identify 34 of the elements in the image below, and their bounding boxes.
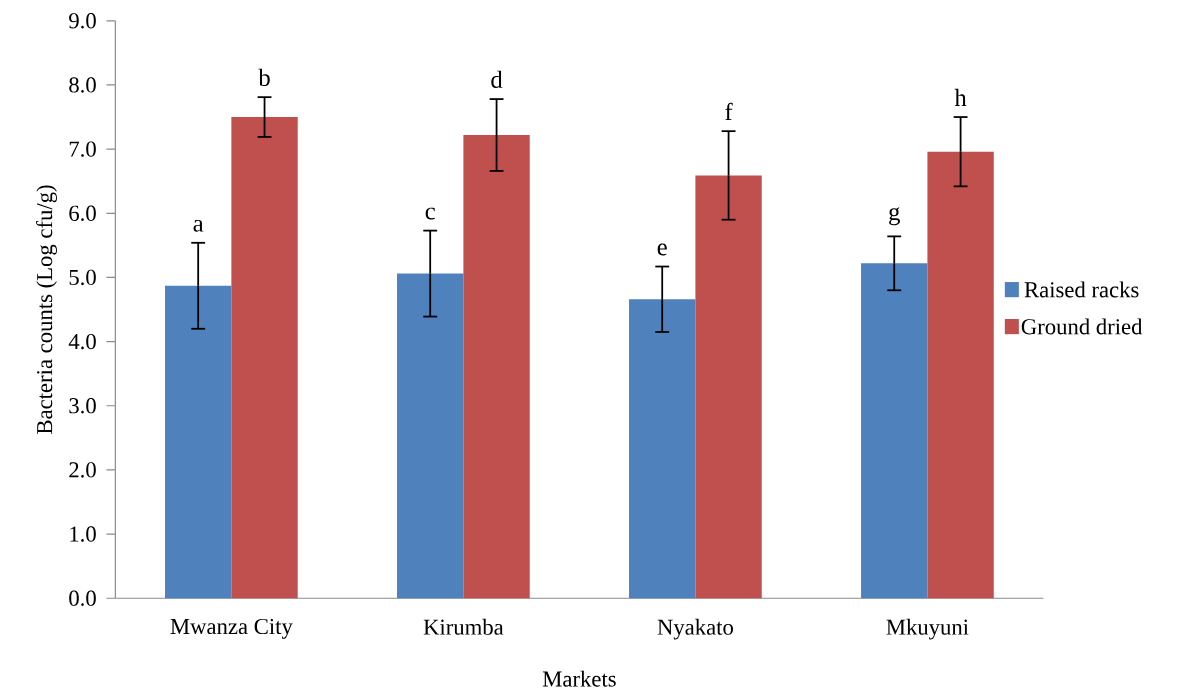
y-tick-label: 4.0 <box>68 333 96 350</box>
bar <box>397 273 464 599</box>
x-tick-label: Kirumba <box>423 618 504 635</box>
data-label: f <box>725 102 733 120</box>
y-tick-label: 0.0 <box>69 590 96 606</box>
y-tick-label: 5.0 <box>69 269 96 285</box>
bar <box>231 116 298 599</box>
y-tick-label: 9.0 <box>69 12 96 29</box>
x-axis-title: Markets <box>542 670 616 687</box>
x-tick-label: Nyakato <box>657 618 733 640</box>
y-axis-title: Bacteria counts (Log cfu/g) <box>36 185 57 434</box>
y-tick-label: 7.0 <box>69 141 96 157</box>
x-tick-label: Mwanza City <box>170 618 293 639</box>
data-label: g <box>889 207 900 226</box>
data-label: d <box>491 70 503 88</box>
data-label: b <box>258 68 270 86</box>
bar <box>927 151 994 599</box>
legend-label: Raised racks <box>1024 281 1139 298</box>
y-tick-label: 6.0 <box>69 205 96 221</box>
data-label: h <box>954 88 967 106</box>
bar <box>165 285 232 599</box>
y-tick-label: 8.0 <box>69 77 96 93</box>
bar <box>695 175 762 599</box>
data-label: c <box>425 207 435 220</box>
data-label: a <box>193 219 204 232</box>
legend-label: Ground dried <box>1021 318 1143 335</box>
y-tick-label: 3.0 <box>69 397 96 414</box>
bar <box>629 299 696 599</box>
x-tick-label: Mkuyuni <box>886 618 969 640</box>
bar <box>861 263 928 599</box>
data-label: e <box>657 243 667 256</box>
y-tick-label: 1.0 <box>70 526 96 542</box>
bar <box>463 134 530 599</box>
y-tick-label: 2.0 <box>69 462 96 478</box>
